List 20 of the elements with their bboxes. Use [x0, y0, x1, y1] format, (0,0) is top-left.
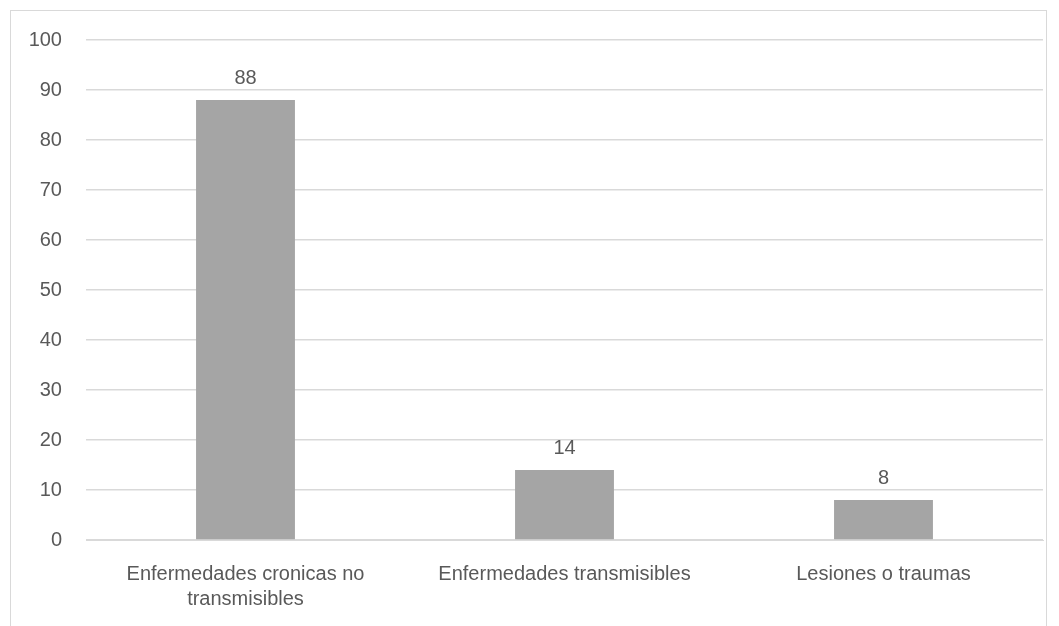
bar	[515, 470, 614, 540]
data-label: 8	[877, 465, 890, 488]
y-tick-label: 60	[39, 227, 62, 250]
data-label: 14	[553, 435, 576, 458]
x-tick-label: Lesiones o traumas	[796, 562, 971, 585]
y-tick-label: 30	[39, 377, 62, 400]
y-tick-label: 10	[39, 477, 62, 500]
y-tick-label: 90	[39, 77, 62, 100]
x-tick-label: Enfermedades transmisibles	[438, 562, 691, 585]
y-tick-label: 40	[39, 327, 62, 350]
y-tick-label: 0	[50, 527, 62, 550]
y-tick-label: 100	[28, 27, 62, 50]
y-tick-label: 80	[39, 127, 62, 150]
y-tick-label: 20	[39, 427, 62, 450]
data-label: 88	[234, 65, 257, 88]
y-tick-label: 50	[39, 277, 62, 300]
x-tick-label: Enfermedades cronicas no transmisibles	[126, 562, 365, 610]
bar	[834, 500, 933, 540]
bar	[196, 100, 295, 540]
y-tick-label: 70	[39, 177, 62, 200]
